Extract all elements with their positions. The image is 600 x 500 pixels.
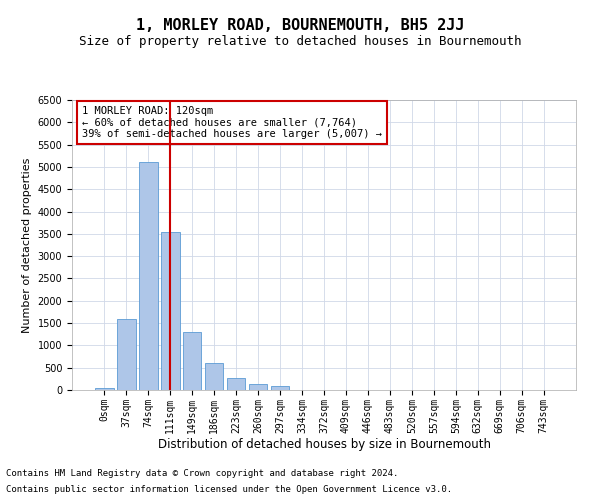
Text: Contains HM Land Registry data © Crown copyright and database right 2024.: Contains HM Land Registry data © Crown c… [6,468,398,477]
Text: 1, MORLEY ROAD, BOURNEMOUTH, BH5 2JJ: 1, MORLEY ROAD, BOURNEMOUTH, BH5 2JJ [136,18,464,32]
Bar [161,232,179,390]
Text: 1 MORLEY ROAD: 120sqm
← 60% of detached houses are smaller (7,764)
39% of semi-d: 1 MORLEY ROAD: 120sqm ← 60% of detached … [82,106,382,139]
Bar [117,318,136,390]
Bar [249,384,268,390]
Y-axis label: Number of detached properties: Number of detached properties [22,158,32,332]
Bar [205,363,223,390]
Bar [227,378,245,390]
Bar [95,388,113,390]
Bar [183,332,202,390]
Text: Contains public sector information licensed under the Open Government Licence v3: Contains public sector information licen… [6,485,452,494]
X-axis label: Distribution of detached houses by size in Bournemouth: Distribution of detached houses by size … [157,438,491,452]
Bar [271,386,289,390]
Bar [139,162,158,390]
Text: Size of property relative to detached houses in Bournemouth: Size of property relative to detached ho… [79,35,521,48]
